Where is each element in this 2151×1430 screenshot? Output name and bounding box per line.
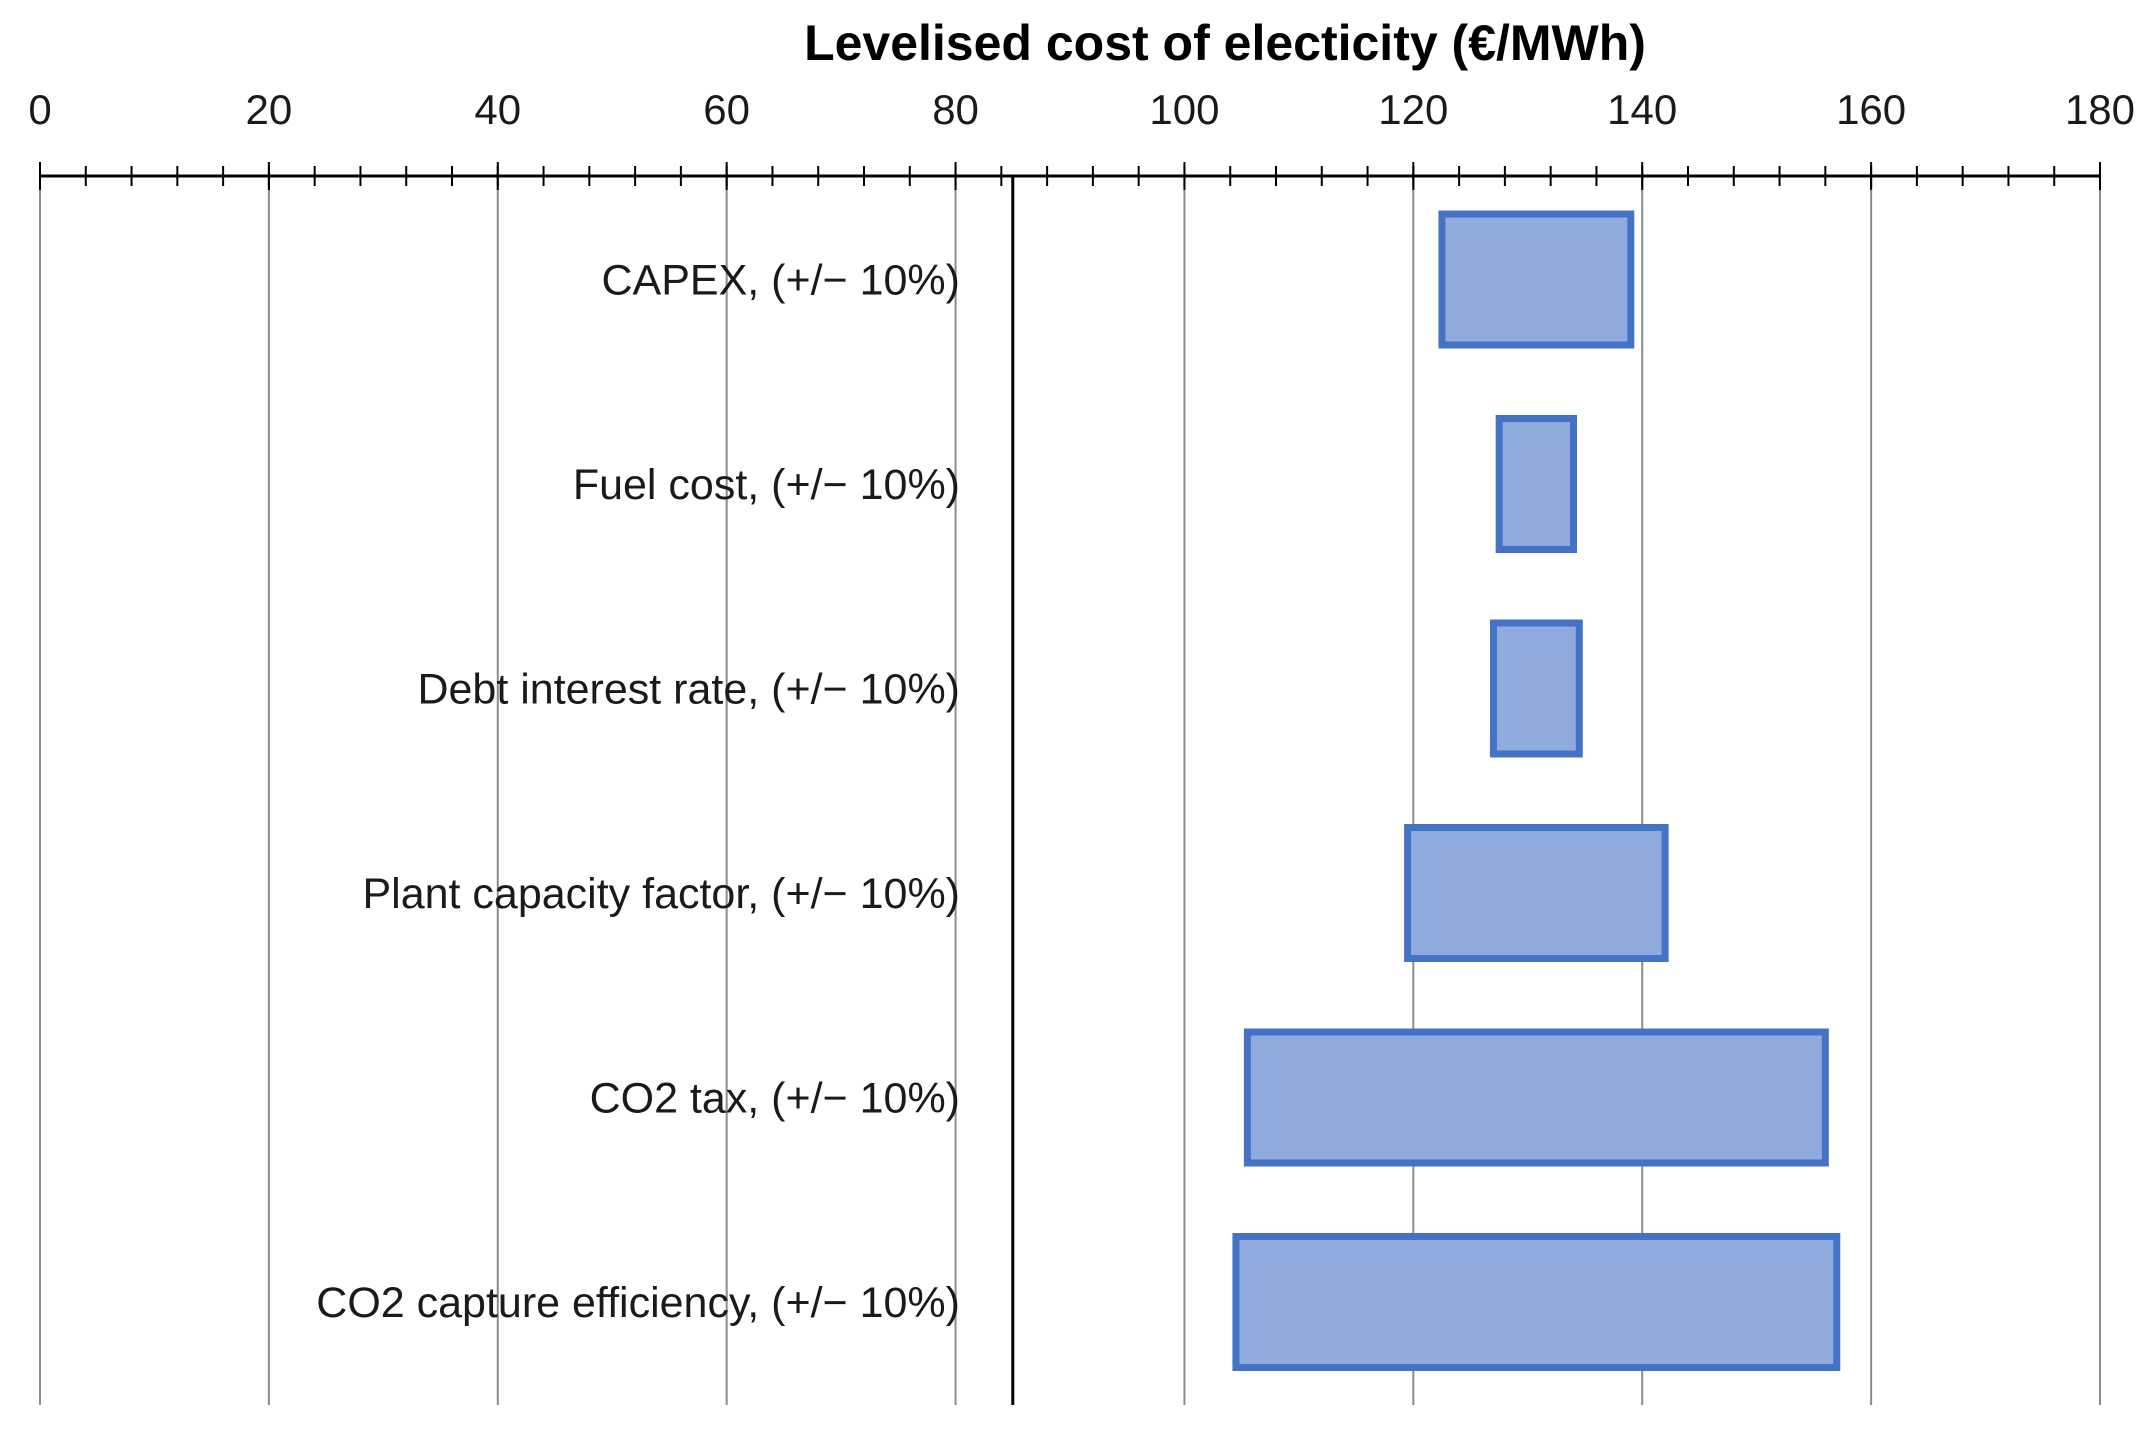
chart-title: Levelised cost of electicity (€/MWh) [804, 15, 1646, 71]
category-label-6: CO2 capture efficiency, (+/− 10%) [316, 1279, 960, 1327]
tick-label-20: 20 [246, 86, 293, 133]
tick-label-140: 140 [1607, 86, 1677, 133]
tick-label-160: 160 [1836, 86, 1906, 133]
category-label-3: Debt interest rate, (+/− 10%) [417, 666, 960, 714]
x-axis: 0 20 40 60 80 100 120 140 160 180 [28, 86, 2135, 190]
bar-4 [1404, 824, 1669, 962]
tick-label-100: 100 [1149, 86, 1219, 133]
bar-5 [1243, 1028, 1829, 1167]
category-label-1: CAPEX, (+/− 10%) [602, 257, 961, 305]
gridlines [39, 176, 2101, 1405]
tick-label-40: 40 [474, 86, 521, 133]
tick-label-60: 60 [703, 86, 750, 133]
tick-label-180: 180 [2065, 86, 2135, 133]
tick-label-120: 120 [1378, 86, 1448, 133]
category-labels: CAPEX, (+/− 10%) Fuel cost, (+/− 10%) Debt… [316, 257, 960, 1328]
bar-3 [1489, 619, 1583, 758]
category-label-2: Fuel cost, (+/− 10%) [573, 461, 960, 509]
tick-label-0: 0 [28, 86, 51, 133]
category-label-5: CO2 tax, (+/− 10%) [590, 1075, 960, 1123]
category-label-4: Plant capacity factor, (+/− 10%) [362, 870, 960, 918]
bar-1 [1438, 210, 1635, 349]
bar-6 [1232, 1233, 1841, 1371]
tick-label-80: 80 [932, 86, 979, 133]
bar-2 [1495, 415, 1578, 553]
bars [1232, 210, 1841, 1371]
